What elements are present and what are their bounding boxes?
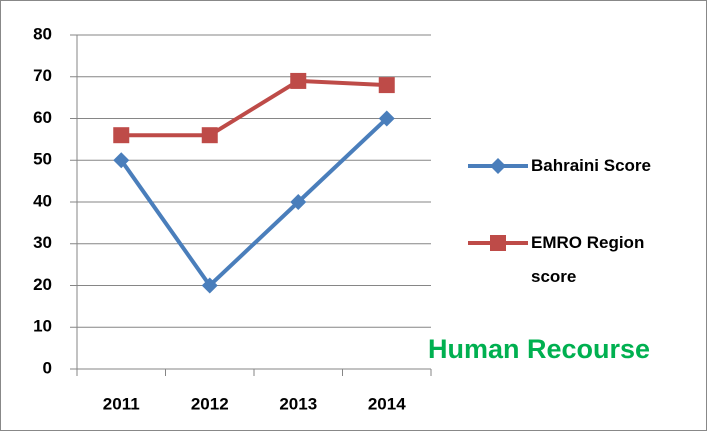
data-point: [378, 77, 395, 94]
data-point: [290, 194, 307, 210]
series-line: [119, 117, 389, 289]
annotation: Human Recourse: [428, 334, 651, 364]
y-tick-label: 50: [33, 150, 52, 169]
x-tick-label: 2013: [279, 394, 317, 413]
y-tick-label: 10: [33, 317, 52, 336]
y-tick-label: 80: [33, 24, 52, 43]
data-point: [201, 127, 218, 144]
y-tick-label: 30: [33, 233, 52, 252]
y-tick-label: 40: [33, 191, 52, 210]
legend-label: EMRO Region score: [531, 233, 645, 286]
legend-marker: [490, 158, 506, 174]
data-point: [201, 277, 218, 294]
data-point: [290, 72, 307, 89]
y-tick-label: 70: [33, 66, 52, 85]
y-tick-label: 20: [33, 275, 52, 294]
legend-label: Bahraini Score: [531, 156, 651, 175]
data-point: [113, 127, 130, 144]
y-tick-label: 0: [43, 358, 52, 377]
data-point: [113, 152, 130, 169]
x-tick-label: 2014: [368, 394, 406, 413]
series-line: [121, 78, 387, 138]
x-tick-label: 2012: [191, 394, 229, 413]
legend-marker: [490, 235, 506, 251]
data-point: [378, 110, 395, 127]
x-tick-label: 2011: [103, 394, 140, 413]
y-tick-label: 60: [33, 108, 52, 127]
